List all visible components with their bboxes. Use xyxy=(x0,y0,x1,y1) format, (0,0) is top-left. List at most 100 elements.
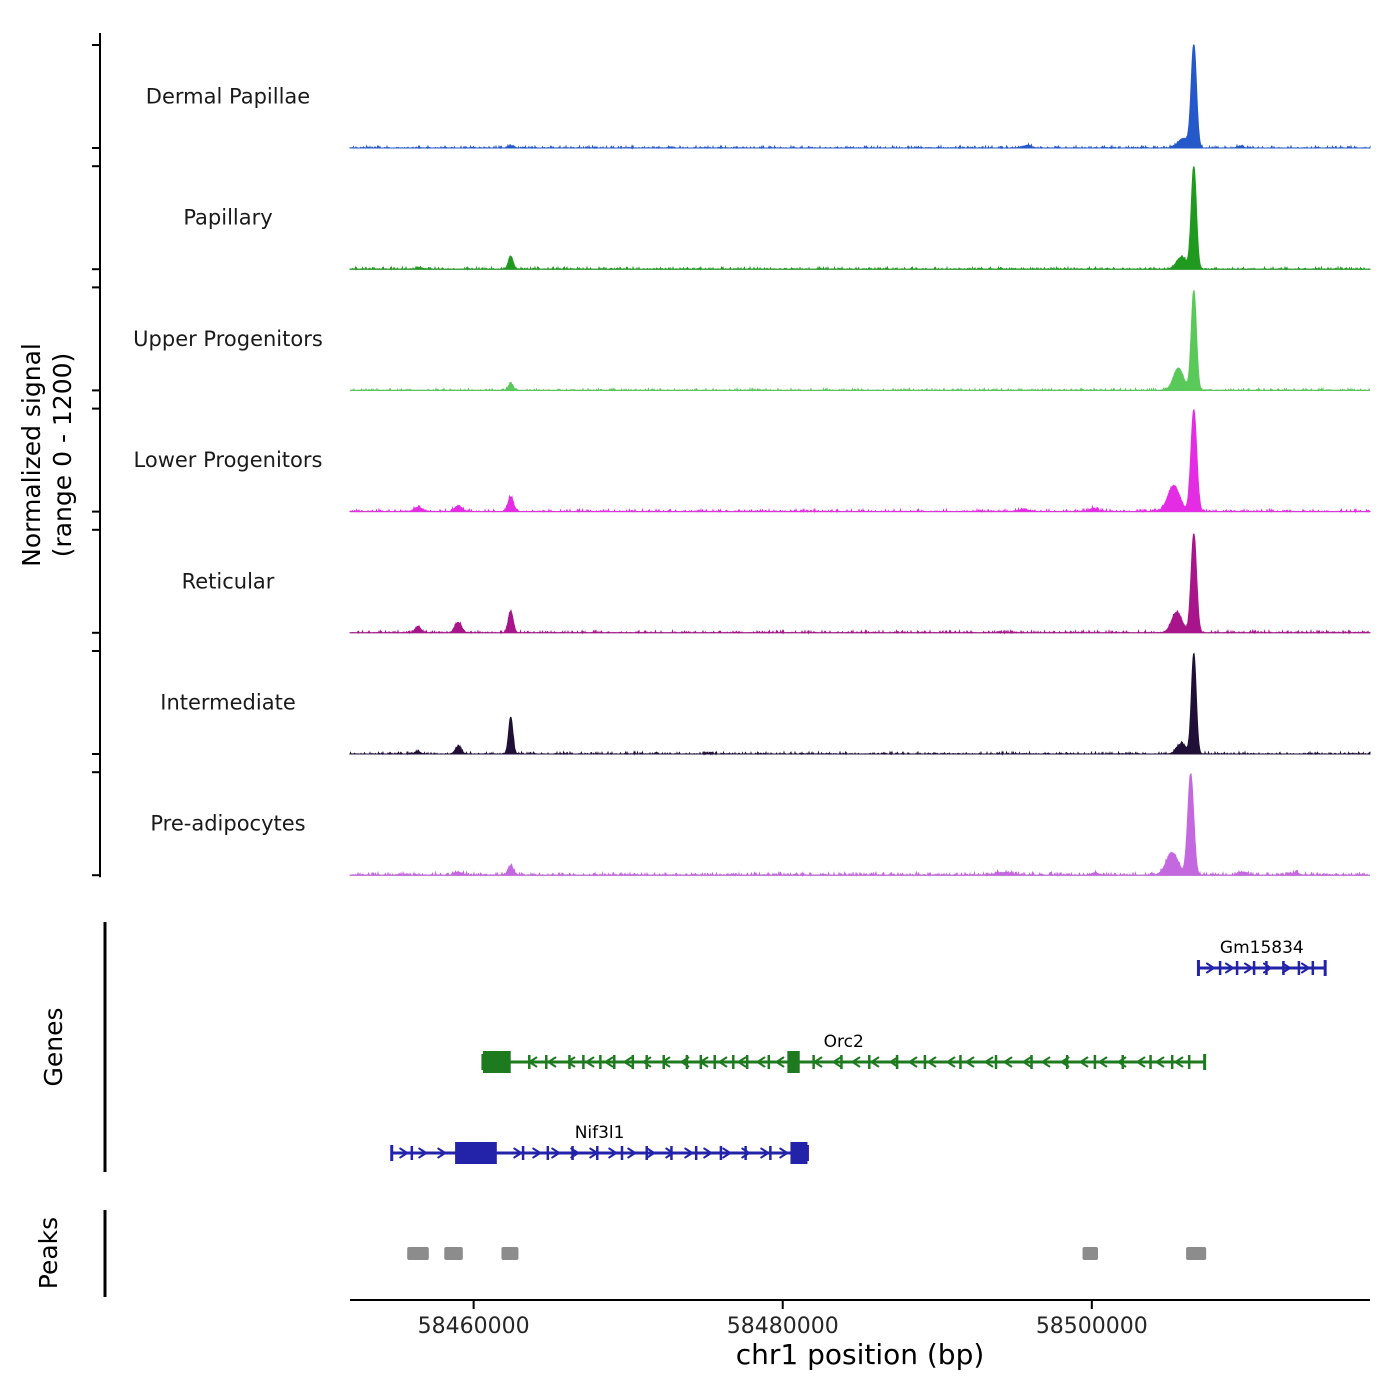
strand-arrow xyxy=(399,1147,409,1159)
strand-arrow xyxy=(741,1147,751,1159)
strand-arrow xyxy=(566,1056,576,1068)
peak-region xyxy=(1186,1247,1207,1260)
strand-arrow xyxy=(965,1056,975,1068)
strand-arrow xyxy=(851,1056,861,1068)
peak-region xyxy=(1082,1247,1098,1260)
strand-arrow xyxy=(718,1056,728,1068)
signal-area xyxy=(349,408,1371,514)
strand-arrow xyxy=(1300,962,1310,974)
signal-tracks: Dermal Papillae Papillary Upper Progenitor… xyxy=(92,44,1371,878)
strand-arrow xyxy=(513,1147,523,1159)
strand-arrow xyxy=(1136,1056,1146,1068)
track-label: Intermediate xyxy=(160,691,296,715)
strand-arrow xyxy=(1098,1056,1108,1068)
strand-arrow xyxy=(775,1056,785,1068)
strand-arrow xyxy=(1041,1056,1051,1068)
gene-nif3l1: Nif3l1 xyxy=(390,1123,809,1164)
strand-arrow xyxy=(608,1147,618,1159)
x-axis: 58460000 58480000 58500000 xyxy=(350,1299,1370,1339)
strand-arrow xyxy=(984,1056,994,1068)
gene-name-label: Gm15834 xyxy=(1220,938,1304,958)
strand-arrow xyxy=(418,1147,428,1159)
y-axis-label-line2: (range 0 - 1200) xyxy=(48,353,77,558)
y-axis-label-line1: Normalized signal xyxy=(17,343,46,567)
signal-area xyxy=(349,289,1371,392)
peaks-section-label: Peaks xyxy=(34,1217,63,1289)
strand-arrow xyxy=(699,1056,709,1068)
genes-track: Gm15834 Orc2 Nif3l1 xyxy=(390,938,1327,1164)
x-axis-tick-label: 58480000 xyxy=(727,1314,839,1339)
strand-arrow xyxy=(1079,1056,1089,1068)
strand-arrow xyxy=(1174,1056,1184,1068)
track-label: Pre-adipocytes xyxy=(150,812,305,836)
strand-arrow xyxy=(585,1056,595,1068)
signal-track-pre-adipocytes: Pre-adipocytes xyxy=(92,771,1370,878)
x-axis-tick-label: 58460000 xyxy=(418,1314,530,1339)
strand-arrow xyxy=(642,1056,652,1068)
signal-area xyxy=(349,533,1371,635)
signal-area xyxy=(349,773,1370,878)
strand-arrow xyxy=(627,1147,637,1159)
peak-region xyxy=(407,1247,429,1260)
strand-arrow xyxy=(870,1056,880,1068)
signal-track-papillary: Papillary xyxy=(92,165,1371,271)
track-label: Lower Progenitors xyxy=(134,448,323,472)
strand-arrow xyxy=(532,1147,542,1159)
signal-track-reticular: Reticular xyxy=(92,528,1371,635)
x-axis-title: chr1 position (bp) xyxy=(736,1338,985,1371)
peak-region xyxy=(501,1247,519,1260)
strand-arrow xyxy=(832,1056,842,1068)
strand-arrow xyxy=(908,1056,918,1068)
signal-track-dermal-papillae: Dermal Papillae xyxy=(92,44,1371,150)
genes-section-label: Genes xyxy=(39,1007,68,1086)
signal-area xyxy=(349,44,1371,150)
signal-area xyxy=(349,652,1371,756)
x-axis-tick-label: 58500000 xyxy=(1036,1314,1148,1339)
signal-track-lower-progenitors: Lower Progenitors xyxy=(92,407,1371,514)
strand-arrow xyxy=(1205,962,1215,974)
exon-box xyxy=(455,1142,497,1164)
signal-track-intermediate: Intermediate xyxy=(92,650,1371,756)
strand-arrow xyxy=(1262,962,1272,974)
strand-arrow xyxy=(722,1147,732,1159)
strand-arrow xyxy=(1117,1056,1127,1068)
strand-arrow xyxy=(437,1147,447,1159)
strand-arrow xyxy=(1243,962,1253,974)
strand-arrow xyxy=(1155,1056,1165,1068)
strand-arrow xyxy=(547,1056,557,1068)
signal-area xyxy=(349,166,1371,271)
strand-arrow xyxy=(703,1147,713,1159)
strand-arrow xyxy=(813,1056,823,1068)
strand-arrow xyxy=(1060,1056,1070,1068)
strand-arrow xyxy=(551,1147,561,1159)
strand-arrow xyxy=(665,1147,675,1159)
strand-arrow xyxy=(927,1056,937,1068)
strand-arrow xyxy=(646,1147,656,1159)
gene-name-label: Orc2 xyxy=(824,1032,864,1052)
track-label: Reticular xyxy=(182,569,275,593)
strand-arrow xyxy=(946,1056,956,1068)
strand-arrow xyxy=(1224,962,1234,974)
strand-arrow xyxy=(528,1056,538,1068)
strand-arrow xyxy=(661,1056,671,1068)
track-label: Papillary xyxy=(183,206,272,230)
strand-arrow xyxy=(760,1147,770,1159)
strand-arrow xyxy=(570,1147,580,1159)
strand-arrow xyxy=(1022,1056,1032,1068)
signal-track-upper-progenitors: Upper Progenitors xyxy=(92,286,1371,392)
track-label: Dermal Papillae xyxy=(146,85,310,109)
gene-gm15834: Gm15834 xyxy=(1196,938,1327,976)
track-label: Upper Progenitors xyxy=(133,327,323,351)
peak-region xyxy=(444,1247,463,1260)
gene-orc2: Orc2 xyxy=(481,1032,1207,1073)
gene-name-label: Nif3l1 xyxy=(575,1123,625,1143)
strand-arrow xyxy=(589,1147,599,1159)
exon-box xyxy=(790,1142,808,1164)
render-root: Dermal Papillae Papillary Upper Progenitor… xyxy=(92,33,1371,1339)
strand-arrow xyxy=(756,1056,766,1068)
strand-arrow xyxy=(889,1056,899,1068)
strand-arrow xyxy=(1003,1056,1013,1068)
strand-arrow xyxy=(684,1147,694,1159)
